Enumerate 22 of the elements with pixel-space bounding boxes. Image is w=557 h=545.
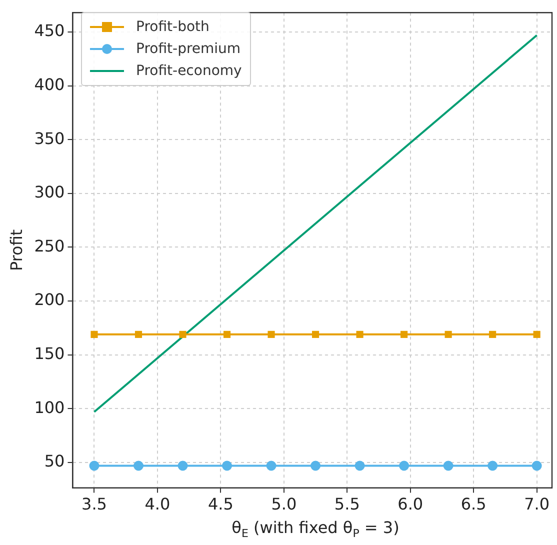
x-tick-label: 6.0 bbox=[398, 494, 424, 514]
x-tick-label: 4.5 bbox=[208, 494, 234, 514]
x-tick-label: 4.0 bbox=[144, 494, 170, 514]
x-tick-label: 5.5 bbox=[334, 494, 360, 514]
y-tick-label: 50 bbox=[44, 452, 65, 471]
y-tick-label: 150 bbox=[34, 344, 65, 364]
x-tick-label: 6.5 bbox=[460, 494, 486, 514]
y-tick-label: 350 bbox=[34, 128, 65, 148]
x-tick-label: 3.5 bbox=[82, 494, 107, 514]
legend-label: Profit-both bbox=[136, 19, 210, 35]
legend-label: Profit-economy bbox=[136, 63, 242, 79]
y-tick-label: 200 bbox=[34, 290, 65, 310]
x-tick-label: 5.0 bbox=[271, 494, 297, 514]
y-tick-label: 100 bbox=[34, 398, 65, 417]
y-tick-label: 450 bbox=[34, 21, 65, 40]
y-tick-label: 400 bbox=[34, 74, 65, 94]
x-axis-title: θ$_{E}$ (with fixed θ$_{P}$ = 3) bbox=[230, 518, 400, 540]
y-tick-label: 250 bbox=[34, 236, 65, 256]
y-tick-label: 300 bbox=[34, 182, 65, 202]
legend-label: Profit-premium bbox=[136, 41, 241, 57]
y-axis-title: Profit bbox=[6, 229, 26, 272]
x-tick-label: 7.0 bbox=[524, 494, 550, 514]
